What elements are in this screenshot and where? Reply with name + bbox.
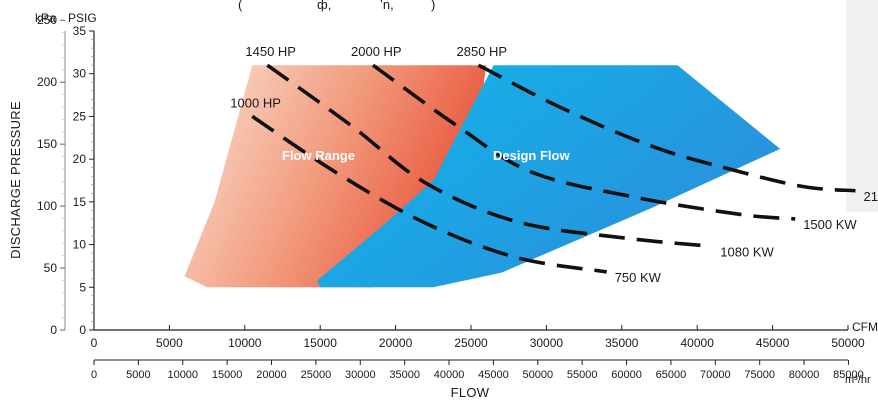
y-tick-label-psig: 10 xyxy=(73,238,87,252)
y-tick-label-kpa: 100 xyxy=(37,199,57,213)
x-tick-label-m3hr: 85000 xyxy=(833,369,864,381)
x-tick-label-cfm: 5000 xyxy=(156,336,183,350)
subtitle-part-2: ф, xyxy=(317,0,331,12)
y-tick-label-kpa: 250 xyxy=(37,13,57,27)
x-tick-label-cfm: 25000 xyxy=(454,336,488,350)
x-tick-label-m3hr: 65000 xyxy=(656,369,687,381)
x-tick-label-m3hr: 45000 xyxy=(478,369,509,381)
chart-subtitle: ( ф, ʼn, ) xyxy=(238,0,435,12)
x-tick-label-m3hr: 35000 xyxy=(389,369,420,381)
x-tick-label-cfm: 10000 xyxy=(228,336,262,350)
kw-label-2850-hp: 2110 KW xyxy=(864,189,878,204)
y-tick-label-kpa: 0 xyxy=(50,323,57,337)
side-panel xyxy=(846,0,878,212)
x-unit-primary: CFM xyxy=(852,320,878,334)
x-tick-label-m3hr: 70000 xyxy=(700,369,731,381)
y-tick-label-psig: 30 xyxy=(73,67,87,81)
y-tick-label-psig: 35 xyxy=(73,24,87,38)
x-tick-label-m3hr: 75000 xyxy=(744,369,775,381)
x-tick-label-m3hr: 30000 xyxy=(345,369,376,381)
y-tick-label-kpa: 50 xyxy=(44,261,58,275)
y-tick-label-psig: 15 xyxy=(73,195,87,209)
kw-label-1000-hp: 750 KW xyxy=(615,270,662,285)
y-tick-label-psig: 5 xyxy=(79,280,86,294)
x-tick-label-m3hr: 40000 xyxy=(434,369,465,381)
x-tick-label-cfm: 45000 xyxy=(756,336,790,350)
subtitle-part-3: ʼn, xyxy=(380,0,394,12)
y-tick-label-psig: 20 xyxy=(73,152,87,166)
x-tick-label-m3hr: 55000 xyxy=(567,369,598,381)
x-unit-secondary: m³/hr xyxy=(845,374,871,386)
series-line-2000-hp xyxy=(371,63,796,221)
y-tick-label-kpa: 150 xyxy=(37,137,57,151)
y-ticks-kpa: 0 50 100 150 200 250 xyxy=(37,13,65,337)
x-tick-label-m3hr: 60000 xyxy=(611,369,642,381)
x-tick-label-cfm: 40000 xyxy=(681,336,715,350)
subtitle-part-1: ( xyxy=(238,0,243,12)
x-tick-label-m3hr: 25000 xyxy=(301,369,332,381)
subtitle-part-4: ) xyxy=(431,0,435,12)
hp-lines-layer xyxy=(251,63,856,274)
kw-label-2000-hp: 1500 KW xyxy=(803,217,857,232)
y-unit-right: PSIG xyxy=(68,11,97,25)
x-tick-label-cfm: 20000 xyxy=(379,336,413,350)
x-tick-label-m3hr: 15000 xyxy=(212,369,243,381)
x-tick-label-cfm: 35000 xyxy=(605,336,639,350)
x-tick-label-m3hr: 5000 xyxy=(126,369,150,381)
y-axis-title: DISCHARGE PRESSURE xyxy=(8,101,23,259)
x-axis-title: FLOW xyxy=(451,385,490,400)
x-ticks-cfm: 0 5000 10000 15000 20000 25000 30000 35000 40000… xyxy=(91,325,865,350)
flow-range-label: Flow Range xyxy=(282,148,355,163)
x-tick-label-m3hr: 80000 xyxy=(789,369,820,381)
y-tick-label-psig: 25 xyxy=(73,109,87,123)
hp-label-2000-hp: 2000 HP xyxy=(351,44,402,59)
y-ticks-psig: 0 5 10 15 20 25 30 35 xyxy=(73,24,94,337)
y-tick-label-kpa: 200 xyxy=(37,75,57,89)
kw-label-1450-hp: 1080 KW xyxy=(720,244,774,259)
x-tick-label-cfm: 30000 xyxy=(530,336,564,350)
hp-label-1450-hp: 1450 HP xyxy=(245,44,296,59)
design-flow-label: Design Flow xyxy=(493,148,570,163)
x-tick-label-cfm: 15000 xyxy=(304,336,338,350)
series-line-1000-hp xyxy=(251,114,607,274)
y-unit-left: kPa xyxy=(35,11,56,25)
x-tick-label-m3hr: 0 xyxy=(91,369,97,381)
hp-label-2850-hp: 2850 HP xyxy=(457,44,508,59)
hp-label-1000-hp: 1000 HP xyxy=(230,95,281,110)
series-line-1450-hp xyxy=(266,63,713,249)
x-tick-label-cfm: 50000 xyxy=(831,336,865,350)
x-tick-label-m3hr: 20000 xyxy=(256,369,287,381)
x-tick-label-cfm: 0 xyxy=(91,336,98,350)
x-tick-label-m3hr: 10000 xyxy=(167,369,198,381)
line-labels-layer: 1000 HP 750 KW 1450 HP 1080 KW 2000 HP 1500 K… xyxy=(230,44,878,285)
y-tick-label-psig: 0 xyxy=(79,323,86,337)
x-ticks-m3hr: 0 5000 10000 15000 20000 25000 30000 35000 40000… xyxy=(91,360,864,381)
x-tick-label-m3hr: 50000 xyxy=(522,369,553,381)
series-line-2850-hp xyxy=(477,63,856,193)
